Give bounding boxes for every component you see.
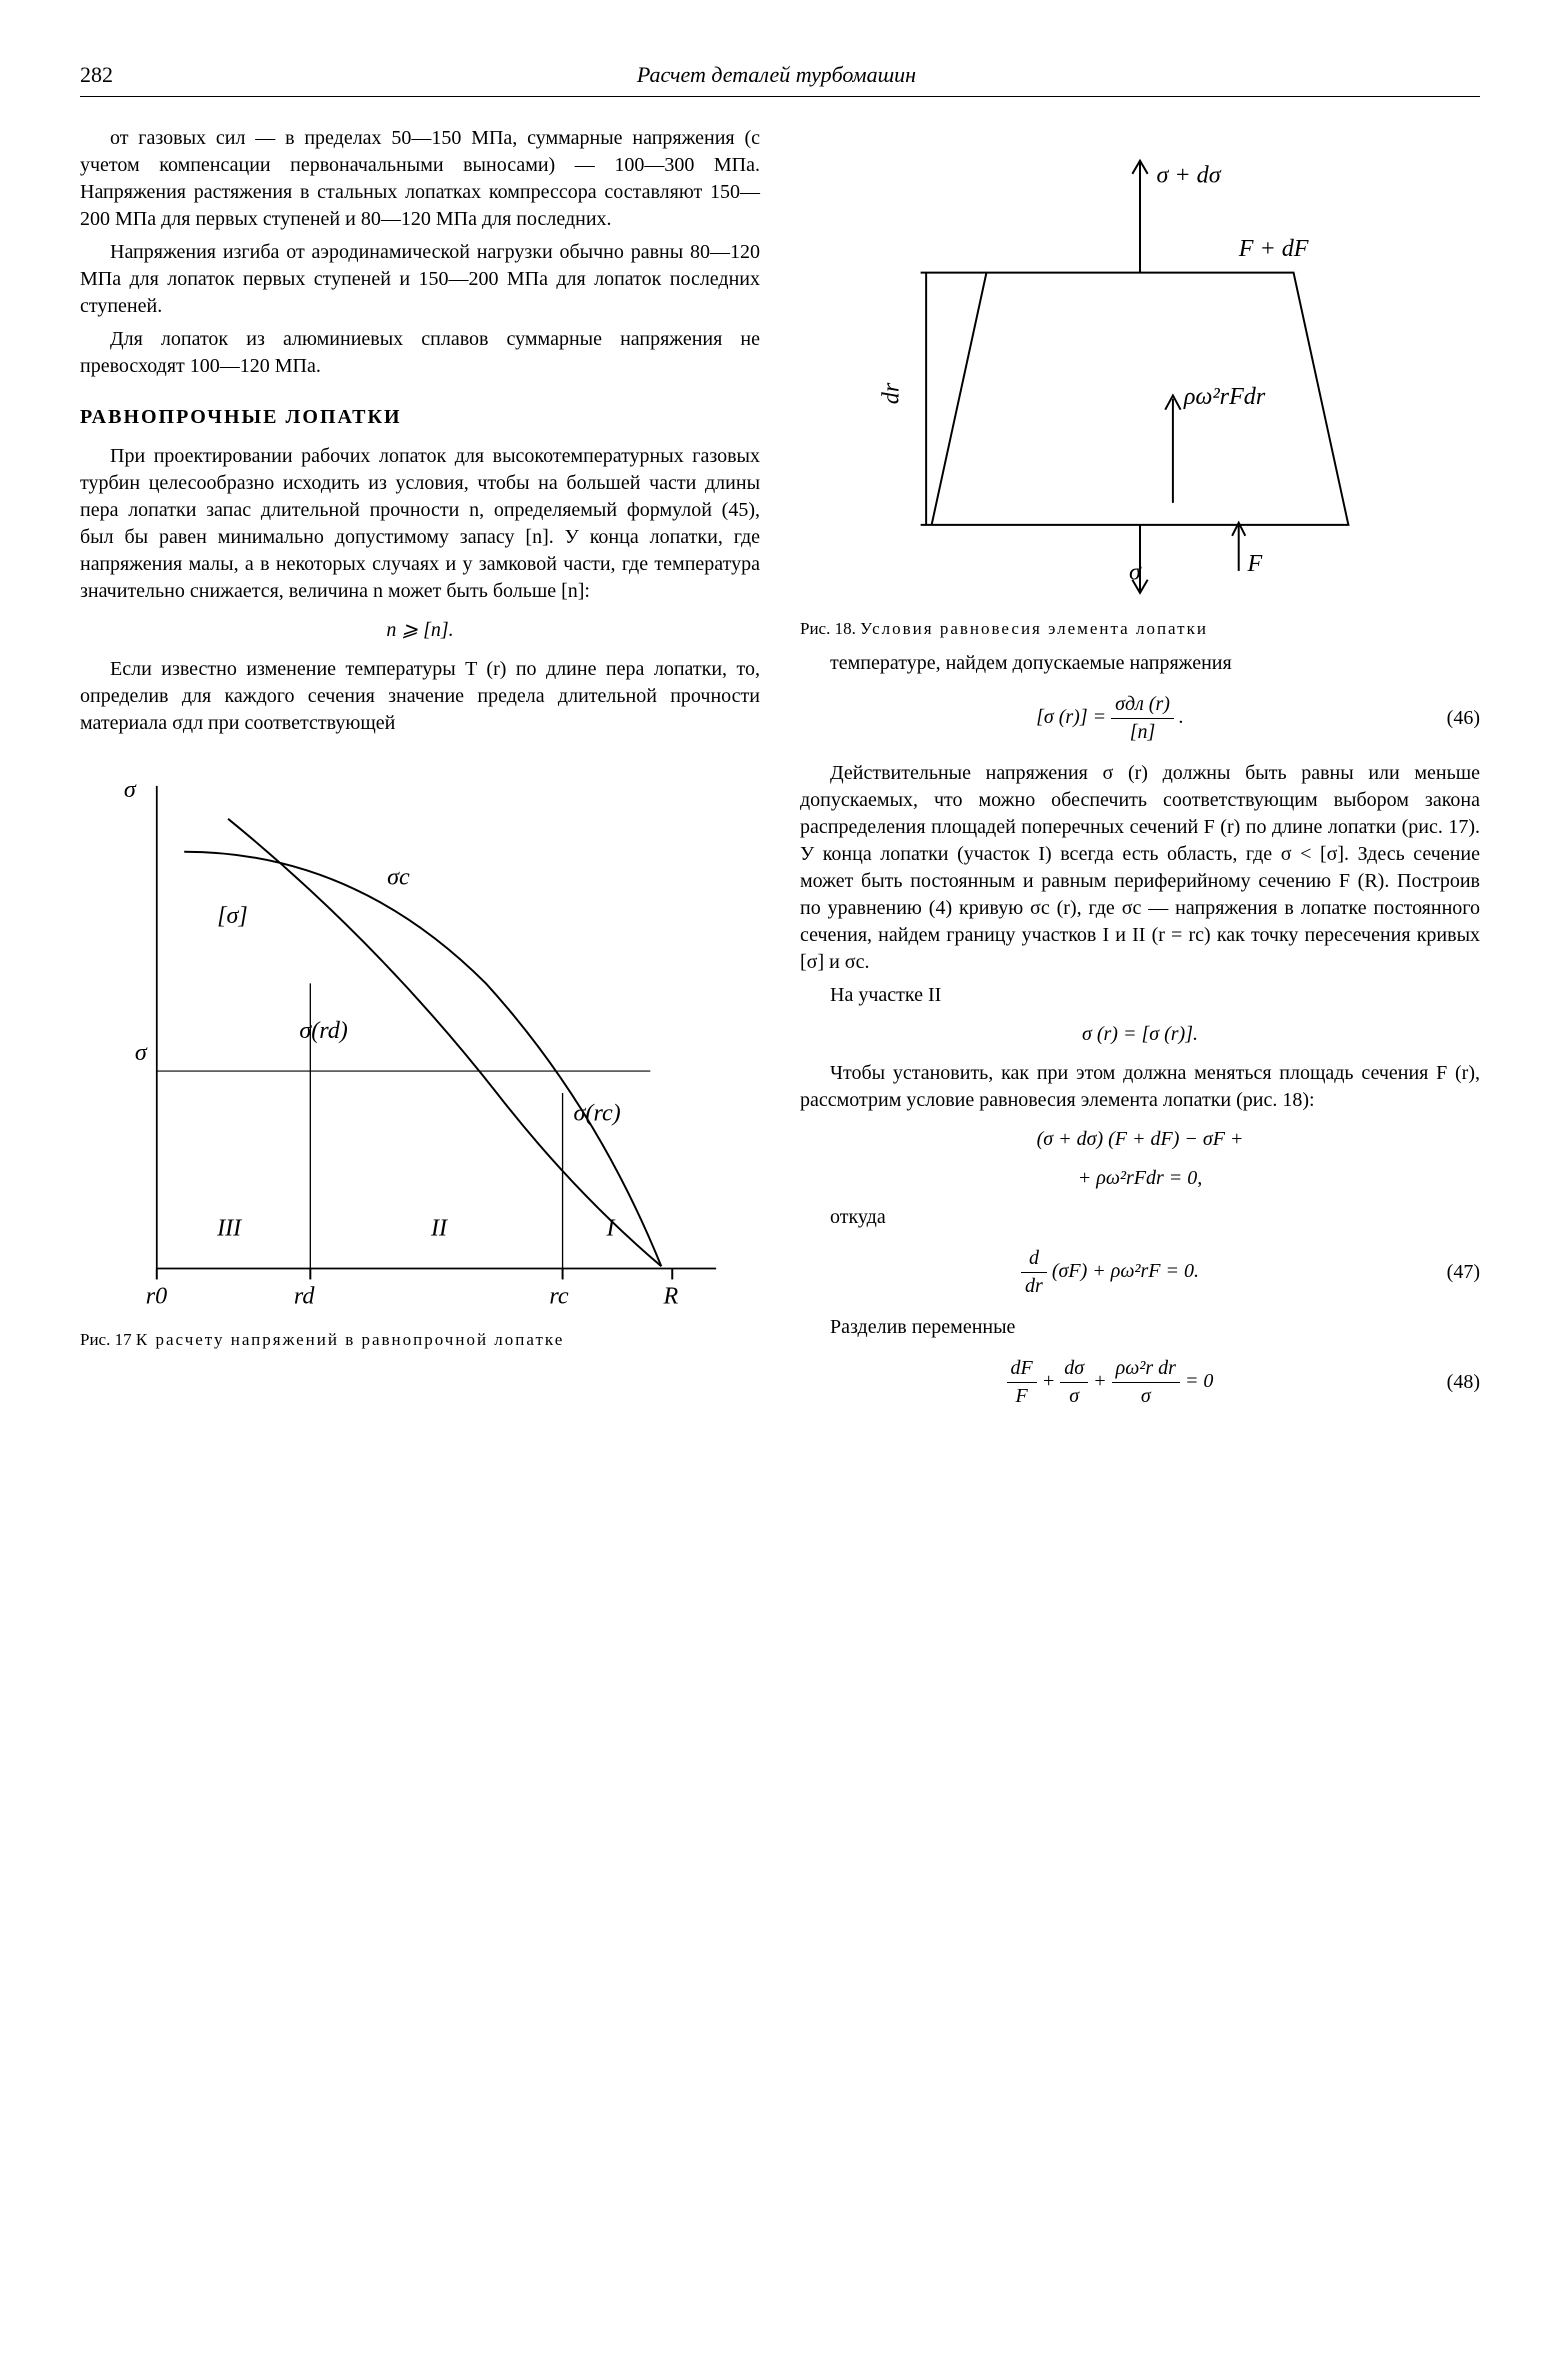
svg-text:I: I [605, 1215, 615, 1241]
caption-prefix: Рис. 18. [800, 619, 856, 638]
page-header: 282 Расчет деталей турбомашин [80, 60, 1480, 97]
svg-text:F: F [1246, 551, 1262, 577]
formula: (σ + dσ) (F + dF) − σF + [800, 1126, 1480, 1153]
svg-text:[σ]: [σ] [217, 903, 248, 929]
svg-text:σ + dσ: σ + dσ [1156, 162, 1221, 188]
svg-text:σ: σ [1129, 559, 1142, 585]
eq-num: d [1021, 1245, 1047, 1273]
svg-text:ρω²rFdr: ρω²rFdr [1183, 384, 1266, 410]
equation-46: [σ (r)] = σдл (r) [n] . (46) [800, 691, 1480, 746]
eq-den: [n] [1111, 719, 1174, 746]
para: откуда [800, 1204, 1480, 1231]
svg-text:σ: σ [124, 777, 137, 803]
svg-text:F + dF: F + dF [1238, 236, 1309, 262]
running-title: Расчет деталей турбомашин [113, 60, 1440, 90]
eq-num: dσ [1060, 1355, 1088, 1383]
eq-number: (46) [1420, 705, 1480, 732]
section-heading: РАВНОПРОЧНЫЕ ЛОПАТКИ [80, 404, 760, 431]
para: Разделив переменные [800, 1314, 1480, 1341]
page-number: 282 [80, 60, 113, 90]
eq-tail: = 0 [1185, 1370, 1214, 1392]
eq-den: F [1007, 1383, 1037, 1410]
eq-tail: . [1179, 706, 1184, 728]
eq-den: dr [1021, 1273, 1047, 1300]
eq-num: dF [1007, 1355, 1037, 1383]
eq-number: (47) [1420, 1259, 1480, 1286]
svg-text:III: III [216, 1215, 242, 1241]
eq-num: σдл (r) [1111, 691, 1174, 719]
figure-17: σ [σ] σc σ(rd) σ(rc) σ III II I r0 rd rc… [80, 753, 760, 1351]
figure-18-caption: Рис. 18. Условия равновесия элемента лоп… [800, 618, 1480, 639]
eq-num: ρω²r dr [1112, 1355, 1180, 1383]
eq-mid: (σF) + ρω²rF = 0. [1052, 1260, 1199, 1282]
svg-text:r0: r0 [146, 1283, 167, 1309]
para: Для лопаток из алюминиевых сплавов сумма… [80, 326, 760, 380]
svg-text:dr: dr [879, 382, 905, 404]
caption-text: К расчету напряжений в равнопрочной лопа… [136, 1330, 564, 1349]
para: от газовых сил — в пределах 50—150 МПа, … [80, 125, 760, 233]
caption-text: Условия равновесия элемента лопатки [860, 619, 1208, 638]
para: Если известно изменение температуры T (r… [80, 656, 760, 737]
formula: n ⩾ [n]. [80, 617, 760, 644]
para: Чтобы установить, как при этом должна ме… [800, 1060, 1480, 1114]
para: Действительные напряжения σ (r) должны б… [800, 760, 1480, 976]
eq-lhs: [σ (r)] = [1036, 706, 1106, 728]
svg-text:R: R [662, 1283, 678, 1309]
eq-den: σ [1060, 1383, 1088, 1410]
para: Напряжения изгиба от аэродинамической на… [80, 239, 760, 320]
equation-47: d dr (σF) + ρω²rF = 0. (47) [800, 1245, 1480, 1300]
svg-text:rd: rd [294, 1283, 315, 1309]
svg-text:σc: σc [387, 864, 410, 890]
svg-text:σ(rc): σ(rc) [574, 1100, 621, 1126]
svg-text:II: II [430, 1215, 448, 1241]
figure-17-caption: Рис. 17 К расчету напряжений в равнопроч… [80, 1329, 760, 1350]
para: При проектировании рабочих лопаток для в… [80, 443, 760, 605]
caption-prefix: Рис. 17 [80, 1330, 132, 1349]
formula: σ (r) = [σ (r)]. [800, 1021, 1480, 1048]
para: На участке II [800, 982, 1480, 1009]
figure-17-svg: σ [σ] σc σ(rd) σ(rc) σ III II I r0 rd rc… [80, 753, 760, 1323]
figure-18-svg: σ + dσ F + dF ρω²rFdr dr σ F [800, 141, 1480, 613]
right-column: σ + dσ F + dF ρω²rFdr dr σ F Рис. 18. Ус… [800, 125, 1480, 1424]
formula: + ρω²rFdr = 0, [800, 1165, 1480, 1192]
eq-number: (48) [1420, 1369, 1480, 1396]
equation-48: dF F + dσ σ + ρω²r dr σ = 0 (48) [800, 1355, 1480, 1410]
svg-text:σ: σ [135, 1040, 148, 1066]
para: температуре, найдем допускаемые напряжен… [800, 650, 1480, 677]
left-column: от газовых сил — в пределах 50—150 МПа, … [80, 125, 760, 1424]
svg-text:rc: rc [549, 1283, 568, 1309]
figure-18: σ + dσ F + dF ρω²rFdr dr σ F Рис. 18. Ус… [800, 141, 1480, 640]
svg-text:σ(rd): σ(rd) [299, 1018, 348, 1044]
eq-den: σ [1112, 1383, 1180, 1410]
